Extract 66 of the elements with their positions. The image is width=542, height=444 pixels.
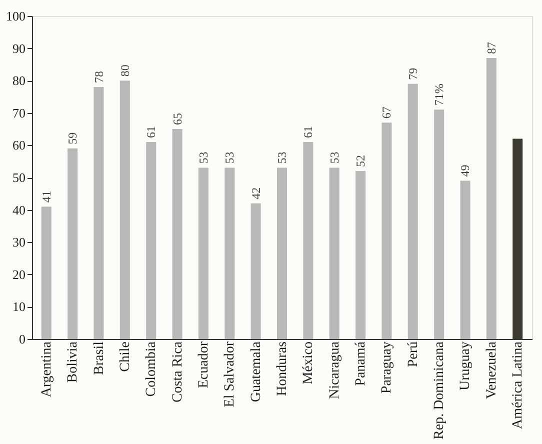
y-tick-label: 10 <box>12 299 26 314</box>
data-label: 67 <box>380 106 394 119</box>
x-tick-label: Costa Rica <box>170 340 186 403</box>
data-label: 49 <box>458 164 472 177</box>
data-label: 42 <box>248 187 263 200</box>
x-tick-label: México <box>301 342 316 384</box>
data-label: 53 <box>222 152 237 164</box>
bar <box>460 180 470 339</box>
bar <box>303 142 314 339</box>
data-label: 65 <box>170 113 184 126</box>
x-tick-label: Uruguay <box>458 342 474 390</box>
x-tick-label: Argentina <box>39 340 54 398</box>
data-label: 80 <box>118 64 132 77</box>
x-tick-label: Panamá <box>354 340 369 386</box>
bar <box>434 110 444 339</box>
bar <box>198 168 208 339</box>
data-label: 61 <box>144 126 158 138</box>
bar <box>120 80 130 339</box>
x-tick-label: Rep. Dominicana <box>432 340 448 440</box>
data-label: 59 <box>66 132 80 144</box>
x-tick-label: Honduras <box>275 342 290 396</box>
bar <box>356 171 366 339</box>
y-tick-label: 30 <box>12 234 26 250</box>
data-label: 52 <box>354 155 368 168</box>
y-tick-label: 80 <box>12 73 26 88</box>
x-tick-label: Brasil <box>92 341 107 375</box>
y-tick-label: 40 <box>12 202 26 218</box>
y-tick-label: 0 <box>19 332 26 346</box>
bar <box>250 203 261 339</box>
bar <box>486 58 496 339</box>
y-tick-label: 90 <box>12 40 26 56</box>
y-tick-label: 70 <box>12 105 26 120</box>
data-label: 78 <box>92 71 106 84</box>
y-tick-label: 60 <box>12 138 26 153</box>
y-tick-label: 50 <box>12 170 26 185</box>
x-tick-label: Chile <box>118 342 133 372</box>
x-tick-label: Perú <box>406 342 421 368</box>
x-tick-label: El Salvador <box>222 341 238 408</box>
bar <box>68 148 78 339</box>
bar <box>146 142 156 339</box>
data-label: 61 <box>301 126 316 138</box>
x-tick-label: América Latina <box>510 340 526 429</box>
x-tick-label: Colombia <box>144 340 160 397</box>
bar <box>224 168 235 339</box>
x-tick-label: Venezuela <box>484 340 500 400</box>
bar <box>408 84 418 339</box>
data-label: 53 <box>196 152 210 164</box>
x-tick-label: Ecuador <box>196 341 212 388</box>
y-tick-label: 20 <box>12 266 26 282</box>
bar <box>329 168 340 339</box>
data-label: 87 <box>484 42 498 54</box>
data-label: 53 <box>327 152 342 164</box>
x-tick-label: Guatemala <box>248 340 264 402</box>
x-tick-label: Bolivia <box>66 340 81 383</box>
data-label: 41 <box>39 190 54 203</box>
y-tick-label: 100 <box>6 8 26 24</box>
bar <box>382 122 392 339</box>
bar <box>172 129 182 339</box>
bar <box>94 87 104 339</box>
data-label: 71% <box>432 84 446 106</box>
x-tick-label: Nicaragua <box>327 340 342 400</box>
data-label: 79 <box>406 68 420 80</box>
bar <box>41 206 52 339</box>
bar <box>277 168 287 339</box>
x-tick-label: Paraguay <box>380 342 395 394</box>
data-label: 53 <box>275 152 289 164</box>
